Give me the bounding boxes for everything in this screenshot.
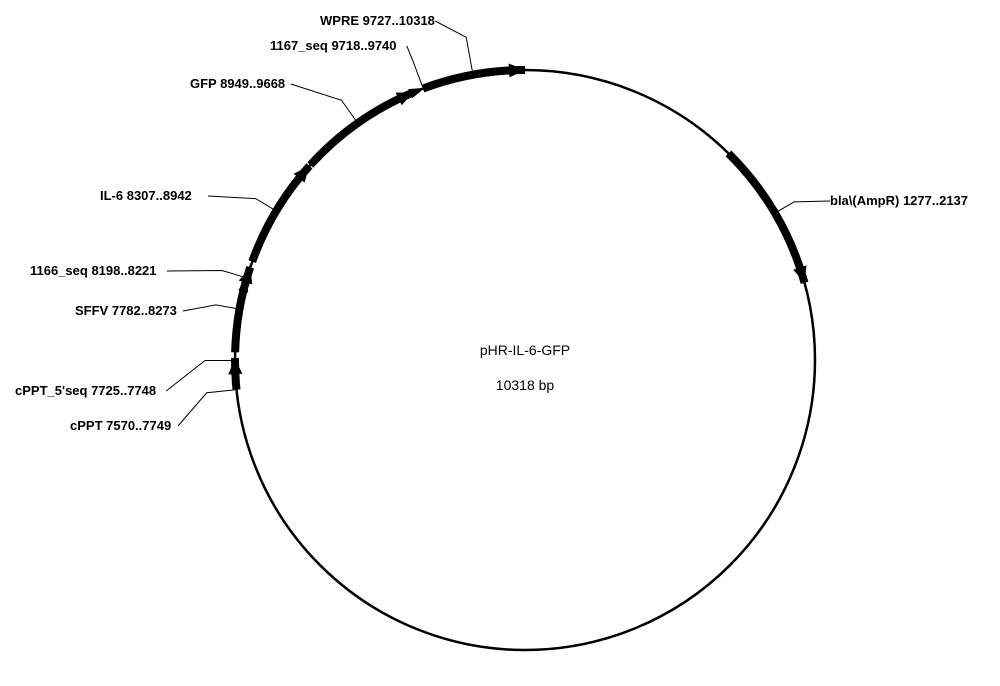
feature-label-1167_seq: 1167_seq 9718..9740	[270, 38, 397, 53]
feature-label-WPRE: WPRE 9727..10318	[320, 13, 435, 28]
plasmid-size: 10318 bp	[496, 377, 555, 393]
plasmid-name: pHR-IL-6-GFP	[480, 342, 570, 358]
leader-1167_seq	[407, 46, 423, 87]
feature-arc-IL-6	[252, 166, 309, 262]
feature-label-IL-6: IL-6 8307..8942	[100, 188, 192, 203]
feature-label-GFP: GFP 8949..9668	[190, 76, 285, 91]
feature-label-1166_seq: 1166_seq 8198..8221	[30, 263, 157, 278]
leader-IL-6	[208, 196, 275, 210]
feature-label-cPPT: cPPT 7570..7749	[70, 418, 171, 433]
feature-label-SFFV: SFFV 7782..8273	[75, 303, 177, 318]
feature-arrow-WPRE	[509, 63, 525, 77]
feature-arc-GFP	[310, 92, 413, 165]
leader-cPPT	[178, 390, 235, 426]
leader-bla_AmpR	[777, 201, 830, 212]
feature-label-cPPT_5seq: cPPT_5'seq 7725..7748	[15, 383, 156, 398]
leader-WPRE	[435, 21, 472, 73]
feature-arc-bla_AmpR	[728, 153, 804, 282]
leader-cPPT_5seq	[166, 360, 233, 391]
leader-SFFV	[183, 305, 238, 311]
leader-GFP	[291, 84, 357, 122]
leader-1166_seq	[167, 271, 245, 278]
feature-label-bla_AmpR: bla\(AmpR) 1277..2137	[830, 193, 968, 208]
